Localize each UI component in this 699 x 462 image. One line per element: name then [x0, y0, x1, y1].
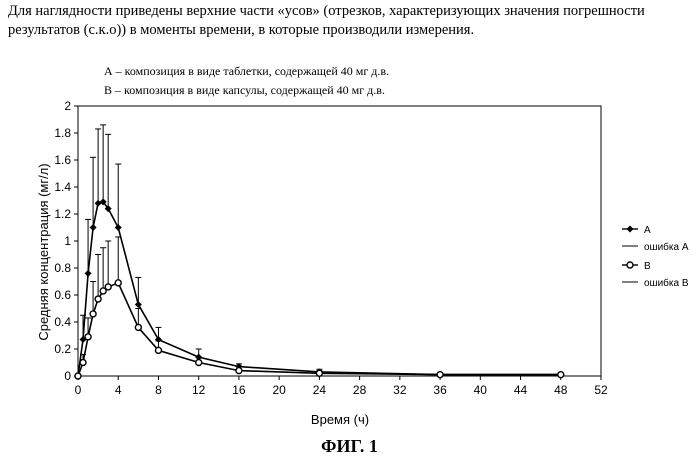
x-tick-label-3: 12 — [192, 383, 206, 397]
point-b-2 — [85, 334, 91, 340]
point-b-1 — [80, 360, 86, 366]
x-tick-label-9: 36 — [433, 383, 447, 397]
chart-legend: Aошибка A Bошибка B — [622, 225, 689, 289]
point-b-13 — [437, 372, 443, 378]
x-tick-label-10: 40 — [474, 383, 488, 397]
series-lines — [78, 202, 561, 376]
legend-error-label-b: ошибка B — [644, 277, 689, 289]
x-tick-label-12: 48 — [554, 383, 568, 397]
y-tick-label-1: 0.2 — [54, 342, 71, 356]
point-b-4 — [95, 296, 101, 302]
x-tick-label-8: 32 — [393, 383, 407, 397]
point-b-11 — [236, 368, 242, 374]
point-b-7 — [115, 280, 121, 286]
point-a-8 — [135, 301, 142, 308]
x-tick-label-13: 52 — [594, 383, 608, 397]
series-line-b — [78, 283, 561, 376]
point-a-4 — [95, 200, 102, 207]
y-tick-label-9: 1.8 — [54, 126, 71, 140]
y-tick-label-7: 1.4 — [54, 180, 71, 194]
legend-error-label-a: ошибка A — [644, 241, 689, 253]
series-line-a — [78, 202, 561, 376]
x-tick-label-1: 4 — [115, 383, 122, 397]
y-tick-label-2: 0.4 — [54, 315, 71, 329]
point-b-9 — [155, 347, 161, 353]
x-tick-label-2: 8 — [155, 383, 162, 397]
y-tick-label-3: 0.6 — [54, 288, 71, 302]
point-b-14 — [558, 372, 564, 378]
point-b-10 — [196, 360, 202, 366]
x-tick-label-0: 0 — [75, 383, 82, 397]
x-axis: 0481216202428323640444852 — [75, 376, 608, 397]
legend-marker-a — [627, 226, 634, 233]
x-tick-label-6: 24 — [313, 383, 327, 397]
x-tick-label-5: 20 — [272, 383, 286, 397]
x-tick-label-4: 16 — [232, 383, 246, 397]
point-a-7 — [115, 224, 122, 231]
series-markers — [75, 198, 565, 379]
y-tick-label-8: 1.6 — [54, 153, 71, 167]
point-a-9 — [155, 336, 162, 343]
y-tick-label-0: 0 — [64, 369, 71, 383]
legend-label-b: B — [644, 261, 651, 272]
figure-caption: ФИГ. 1 — [0, 436, 699, 457]
point-b-0 — [75, 373, 81, 379]
y-tick-label-4: 0.8 — [54, 261, 71, 275]
point-b-3 — [90, 311, 96, 317]
y-tick-label-6: 1.2 — [54, 207, 71, 221]
y-tick-label-5: 1 — [64, 234, 71, 248]
x-axis-title: Время (ч) — [311, 412, 369, 427]
x-tick-label-11: 44 — [514, 383, 528, 397]
point-a-3 — [90, 224, 97, 231]
y-axis-title: Средняя концентрация (мг/л) — [36, 163, 51, 340]
error-bars — [80, 125, 564, 375]
legend-marker-b — [627, 262, 633, 268]
point-b-12 — [316, 370, 322, 376]
point-b-6 — [105, 284, 111, 290]
legend-label-a: A — [644, 225, 651, 236]
x-tick-label-7: 28 — [353, 383, 367, 397]
y-tick-label-10: 2 — [64, 99, 71, 113]
point-a-2 — [85, 270, 92, 277]
y-axis: 0 0.2 0.4 0.6 0.8 1 1.2 1.4 1.6 1.8 2 — [54, 99, 78, 383]
point-b-8 — [135, 324, 141, 330]
